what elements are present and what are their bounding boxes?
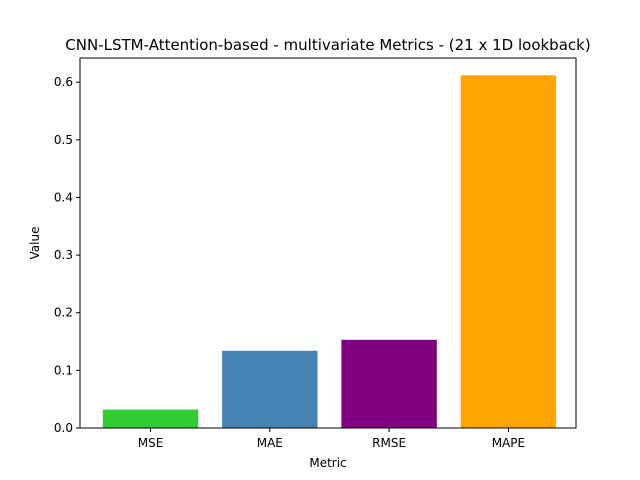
plot-frame <box>79 57 577 429</box>
x-axis-label: Metric <box>309 456 346 470</box>
x-tick-label: MAPE <box>492 436 525 450</box>
y-tick-label: 0.1 <box>54 363 73 377</box>
bars-group <box>102 75 557 428</box>
x-tick-label: MAE <box>257 436 283 450</box>
x-axis: MSE MAE RMSE MAPE <box>138 428 525 450</box>
chart-title: CNN-LSTM-Attention-based - multivariate … <box>65 36 590 54</box>
y-axis-label: Value <box>28 227 42 260</box>
bar-rmse <box>341 339 437 428</box>
y-tick-label: 0.4 <box>54 190 73 204</box>
x-tick-label: RMSE <box>372 436 406 450</box>
y-tick-label: 0.0 <box>54 421 73 435</box>
y-tick-label: 0.3 <box>54 248 73 262</box>
x-tick-label: MSE <box>138 436 164 450</box>
y-tick-label: 0.2 <box>54 306 73 320</box>
y-tick-label: 0.6 <box>54 75 73 89</box>
bar-mape <box>460 75 557 428</box>
y-tick-label: 0.5 <box>54 133 73 147</box>
bar-mae <box>222 350 318 428</box>
bar-mse <box>102 409 199 428</box>
y-axis: 0.0 0.1 0.2 0.3 0.4 0.5 0.6 <box>54 75 80 435</box>
